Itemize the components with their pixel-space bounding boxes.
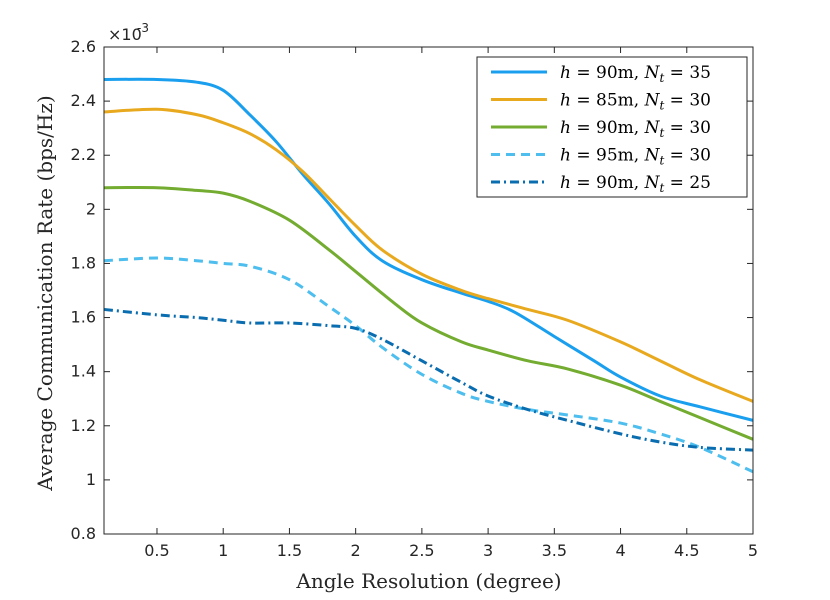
series-line-4: [103, 256, 754, 474]
y-tick-label: 1.2: [71, 416, 96, 435]
y-tick-label: 0.8: [71, 524, 96, 543]
y-tick-label: 1.8: [71, 253, 96, 272]
y-tick-label: 1.6: [71, 308, 96, 327]
series-line-3: [103, 185, 754, 441]
series-layer: [103, 77, 754, 474]
series-line-5: [103, 307, 754, 452]
y-tick-label: 2.2: [71, 145, 96, 164]
x-tick-label: 4.5: [674, 541, 699, 560]
legend-label-2: h = 85m, Nt = 30: [560, 91, 711, 113]
series-line-1: [103, 77, 754, 422]
svg-text:-3: -3: [137, 21, 149, 35]
x-tick-label: 2.5: [409, 541, 434, 560]
legend-label-4: h = 95m, Nt = 30: [560, 146, 711, 168]
legend: h = 90m, Nt = 35 h = 85m, Nt = 30 h = 90m,…: [476, 56, 748, 198]
x-tick-label: 0.5: [144, 541, 169, 560]
y-tick-label: 2.6: [71, 37, 96, 56]
axes-box: [103, 46, 754, 535]
svg-text:×10: ×10: [108, 25, 142, 44]
y-axis-label: Average Communication Rate (bps/Hz): [33, 95, 57, 491]
x-tick-label: 5: [748, 541, 758, 560]
x-tick-label: 4: [615, 541, 625, 560]
x-tick-label: 3.5: [542, 541, 567, 560]
legend-label-5: h = 90m, Nt = 25: [560, 173, 711, 195]
x-tick-label: 1.5: [277, 541, 302, 560]
y-tick-label: 2: [86, 199, 96, 218]
legend-label-1: h = 90m, Nt = 35: [560, 63, 711, 85]
x-tick-label: 2: [351, 541, 361, 560]
axes-layer: [103, 46, 754, 535]
x-tick-label: 1: [218, 541, 228, 560]
series-line-2: [103, 107, 754, 403]
legend-label-3: h = 90m, Nt = 30: [560, 118, 711, 140]
y-tick-label: 2.4: [71, 91, 96, 110]
x-tick-label: 3: [483, 541, 493, 560]
ticks-layer: 0.5 1 1.5 2 2.5 3 3.5 4 4.5 5 0.8 1 1.2 1.4 1.6 1.8 2 2.2…: [71, 37, 759, 560]
y-tick-label: 1.4: [71, 362, 96, 381]
y-exponent-label: ×10 -3: [108, 21, 149, 44]
y-tick-label: 1: [86, 470, 96, 489]
x-axis-label: Angle Resolution (degree): [295, 569, 561, 593]
